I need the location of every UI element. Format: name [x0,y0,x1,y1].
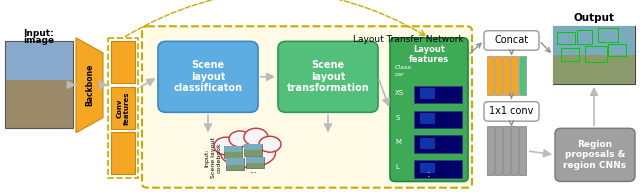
Bar [224,146,242,152]
Text: Input:
Scene layout
codebook: Input: Scene layout codebook [205,137,221,178]
Bar [244,144,262,150]
Ellipse shape [214,137,238,155]
FancyBboxPatch shape [390,38,468,181]
Bar [577,30,592,44]
Bar [414,111,462,128]
Bar [503,126,510,175]
Text: L: L [395,164,399,170]
Bar [246,157,264,163]
Text: Backbone: Backbone [85,64,94,107]
Ellipse shape [221,139,275,167]
Polygon shape [76,38,103,133]
Bar [420,138,435,149]
FancyBboxPatch shape [158,41,258,112]
Bar [598,28,618,42]
Text: S: S [395,115,399,121]
FancyBboxPatch shape [484,102,539,121]
FancyBboxPatch shape [484,31,539,50]
Text: Class:: Class: [395,65,413,70]
Text: Scene
layout
classificaton: Scene layout classificaton [173,60,243,93]
Bar [511,126,518,175]
Bar [420,113,435,124]
Text: 1x1 conv: 1x1 conv [490,106,534,116]
Bar [5,80,73,128]
Ellipse shape [229,131,251,147]
Bar [553,55,635,84]
Bar [487,126,494,175]
FancyBboxPatch shape [142,26,472,188]
Text: Input:: Input: [24,29,54,38]
Bar [553,26,635,55]
Bar [585,46,607,62]
Text: Output: Output [573,13,614,23]
Bar [224,146,242,157]
Bar [244,144,262,156]
Bar [226,158,244,165]
Bar [111,87,135,129]
Text: :: : [427,169,431,179]
Text: Scene
layout
transformation: Scene layout transformation [287,60,369,93]
Bar [420,88,435,99]
Bar [487,56,494,96]
Bar [495,126,502,175]
Bar [511,56,518,96]
Bar [5,41,73,128]
Bar [414,86,462,103]
Text: image: image [24,36,54,45]
Bar [5,41,73,80]
Text: car: car [395,72,405,77]
Text: Region
proposals &
region CNNs: Region proposals & region CNNs [563,140,627,170]
Bar [414,160,462,178]
Bar [414,135,462,153]
Bar [226,158,244,170]
FancyBboxPatch shape [278,41,378,112]
Bar [608,44,626,56]
Ellipse shape [244,128,268,146]
Bar [246,157,264,168]
Bar [420,163,435,174]
Bar [111,41,135,83]
Bar [111,132,135,174]
Bar [561,48,579,61]
Bar [519,126,526,175]
Bar [519,56,526,96]
Text: Conv
features: Conv features [116,91,129,125]
Text: XS: XS [395,90,404,96]
Text: M: M [395,140,401,146]
Text: Layout
features: Layout features [409,45,449,64]
Bar [557,32,575,44]
Bar [495,56,502,96]
Text: ...: ... [249,166,257,175]
Ellipse shape [259,136,281,152]
Bar [503,56,510,96]
Text: Concat: Concat [495,36,529,46]
FancyBboxPatch shape [555,128,635,181]
Text: Layout Transfer Network: Layout Transfer Network [353,35,464,44]
Bar [553,26,635,84]
